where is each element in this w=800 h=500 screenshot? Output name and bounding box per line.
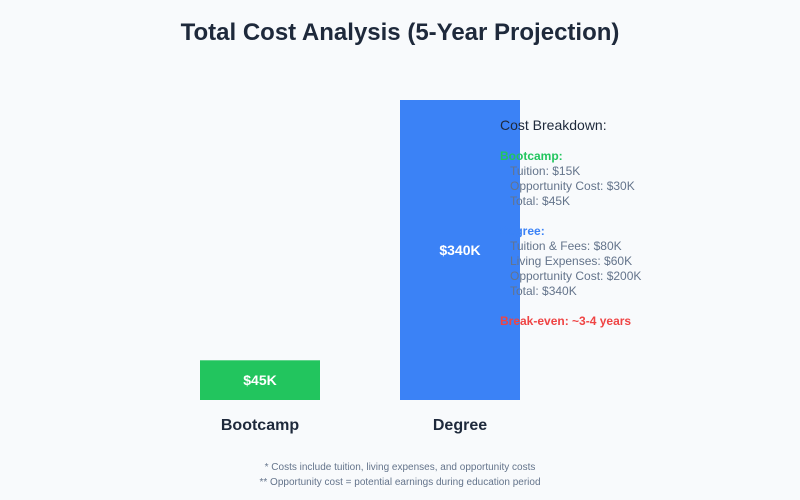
- bars-group: $45K $340K: [200, 100, 520, 400]
- bar-bootcamp: [200, 360, 320, 400]
- breakdown-bootcamp-item: Total: $45K: [510, 194, 570, 208]
- cost-breakdown-panel: Cost Breakdown: Bootcamp: Tuition: $15K …: [500, 117, 641, 328]
- bar-degree: [400, 100, 520, 400]
- breakdown-bootcamp-item: Tuition: $15K: [510, 164, 580, 178]
- category-labels-group: Bootcamp Degree: [221, 417, 487, 434]
- footnote: ** Opportunity cost = potential earnings…: [259, 477, 540, 488]
- breakdown-degree-item: Living Expenses: $60K: [510, 254, 632, 268]
- category-label: Degree: [433, 417, 487, 434]
- breakdown-bootcamp-item: Opportunity Cost: $30K: [510, 179, 635, 193]
- bar-value-label: $45K: [243, 372, 276, 388]
- breakdown-degree-item: Tuition & Fees: $80K: [510, 239, 622, 253]
- breakdown-degree-item: Total: $340K: [510, 284, 577, 298]
- footnote: * Costs include tuition, living expenses…: [265, 462, 536, 473]
- breakdown-heading: Cost Breakdown:: [500, 117, 607, 133]
- breakdown-degree-item: Opportunity Cost: $200K: [510, 269, 641, 283]
- chart-title: Total Cost Analysis (5-Year Projection): [181, 19, 620, 46]
- breakeven-note: Break-even: ~3-4 years: [500, 314, 631, 328]
- breakdown-bootcamp-title: Bootcamp:: [500, 149, 563, 163]
- breakdown-degree-title: Degree:: [500, 224, 545, 238]
- bar-value-label: $340K: [439, 242, 480, 258]
- category-label: Bootcamp: [221, 417, 299, 434]
